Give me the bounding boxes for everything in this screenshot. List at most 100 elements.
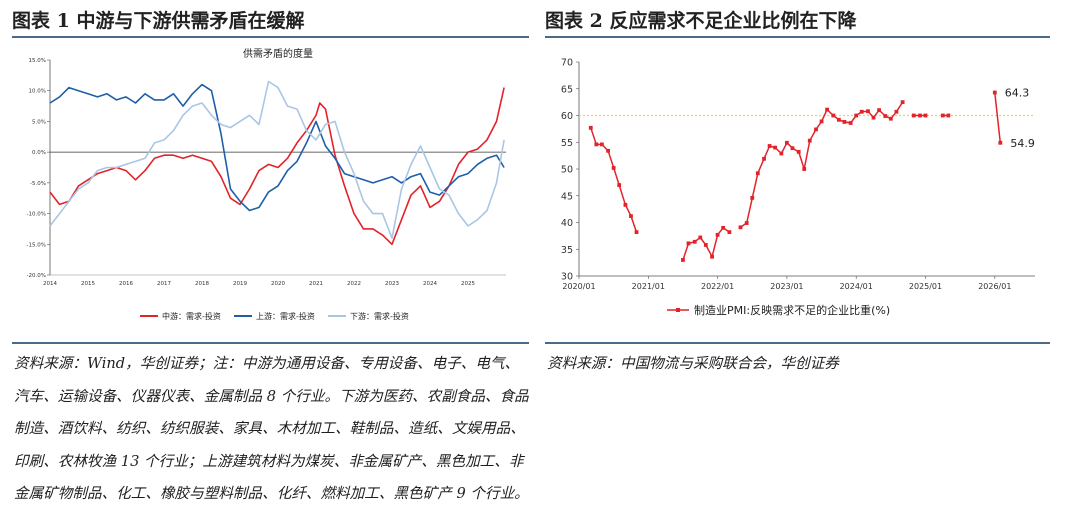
chart-2-point — [762, 156, 766, 161]
chart-2-data-label: 54.9 — [1010, 137, 1035, 150]
chart-1-y-tick-label: 0.0% — [32, 150, 46, 156]
chart-2-point — [773, 145, 778, 150]
chart-1-y-tick-label: -5.0% — [30, 181, 46, 187]
figure-2-title: 图表 2 反应需求不足企业比例在下降 — [545, 10, 857, 32]
chart-2-point — [617, 183, 622, 187]
chart-2-y-tick-label: 65 — [561, 84, 573, 95]
chart-1-legend-label: 中游：需求-投资 — [162, 311, 221, 321]
chart-2-point — [779, 151, 784, 156]
chart-2-y-tick-label: 55 — [561, 138, 573, 149]
figure-2-top-rule — [545, 36, 1050, 38]
chart-2-point — [681, 258, 685, 262]
chart-2-legend-marker — [676, 308, 680, 312]
chart-1-y-tick-label: -10.0% — [27, 212, 46, 218]
chart-2-point — [888, 116, 893, 121]
chart-2-x-tick-label: 2026/01 — [978, 282, 1011, 291]
chart-2-point — [594, 142, 599, 147]
chart-1-title: 供需矛盾的度量 — [243, 47, 313, 60]
chart-2-point — [877, 108, 881, 113]
chart-1-x-tick-label: 2017 — [157, 281, 171, 287]
chart-2-point — [802, 167, 807, 171]
chart-2-point — [911, 113, 916, 118]
chart-2-point — [767, 144, 772, 148]
chart-1-x-tick-label: 2018 — [195, 281, 209, 287]
chart-1-y-tick-label: 15.0% — [29, 58, 46, 64]
chart-2-point — [692, 239, 697, 244]
chart-1-x-tick-label: 2024 — [423, 281, 437, 287]
chart-1-supply-demand: 供需矛盾的度量 15.0% 10.0% 5.0% 0.0% -5.0% -10.0% -15.… — [27, 47, 506, 321]
chart-2-point — [588, 125, 593, 130]
figure-2-source-rule — [545, 342, 1050, 344]
chart-2-point — [814, 127, 818, 132]
chart-2-point — [738, 225, 743, 230]
chart-2-x-tick-label: 2024/01 — [840, 282, 873, 291]
chart-1-x-tick-label: 2015 — [81, 281, 95, 287]
figure-2-source-note: 资料来源：中国物流与采购联合会，华创证券 — [547, 355, 839, 372]
chart-2-y-tick-label: 70 — [561, 58, 573, 69]
chart-2-point — [750, 195, 755, 200]
chart-2-point — [611, 166, 616, 170]
chart-2-data-label: 64.3 — [1005, 86, 1029, 99]
chart-1-line-series-1 — [49, 83, 505, 212]
chart-2-point — [836, 117, 841, 122]
chart-2-point — [883, 114, 888, 118]
chart-1-legend-label: 上游：需求-投资 — [256, 311, 315, 321]
chart-1-x-tick-label: 2014 — [43, 281, 57, 287]
chart-2-point — [923, 113, 928, 118]
chart-2-x-tick-label: 2021/01 — [632, 282, 665, 291]
chart-1-line-series-0 — [49, 87, 505, 246]
chart-2-y-tick-label: 50 — [561, 165, 573, 176]
chart-2-point — [831, 113, 836, 118]
chart-1-legend-label: 下游：需求-投资 — [350, 311, 409, 321]
chart-2-point — [744, 221, 749, 225]
chart-1-x-tick-label: 2016 — [119, 281, 133, 287]
chart-2-point — [623, 202, 628, 207]
chart-2-point — [727, 230, 732, 235]
chart-2-point — [940, 113, 945, 118]
chart-2-point — [721, 225, 726, 230]
chart-2-legend-label: 制造业PMI:反映需求不足的企业比重(%) — [694, 303, 890, 317]
chart-2-point — [599, 142, 604, 147]
chart-2-point — [871, 115, 876, 120]
chart-2-point — [859, 109, 864, 114]
chart-2-point — [842, 120, 847, 124]
chart-2-y-tick-label: 45 — [561, 191, 573, 202]
chart-2-point — [900, 100, 905, 105]
chart-2-y-tick-label: 35 — [561, 245, 573, 256]
chart-2-point — [894, 109, 899, 114]
chart-1-x-tick-label: 2021 — [309, 281, 323, 287]
chart-1-x-tick-label: 2019 — [233, 281, 247, 287]
chart-2-insufficient-demand: 30 35 40 45 50 55 60 65 70 2020/01 2021/01 2022/01 2… — [561, 58, 1035, 317]
chart-2-point — [946, 113, 951, 118]
figure-1-panel: 图表 1 中游与下游供需矛盾在缓解 供需矛盾的度量 15.0% 10.0% 5.0% 0… — [12, 0, 529, 528]
figure-1-top-rule — [12, 36, 529, 38]
chart-2-point — [819, 119, 824, 124]
chart-2-point — [703, 243, 708, 247]
chart-2-x-tick-label: 2022/01 — [701, 282, 734, 291]
chart-2-point — [785, 140, 789, 145]
chart-2-point — [848, 121, 853, 125]
figure-1-title: 图表 1 中游与下游供需矛盾在缓解 — [12, 10, 305, 32]
chart-2-x-tick-label: 2023/01 — [770, 282, 803, 291]
chart-2-x-tick-label: 2020/01 — [562, 282, 595, 291]
chart-2-point — [686, 241, 691, 246]
chart-2-y-tick-label: 40 — [561, 218, 573, 229]
chart-2-point — [715, 232, 720, 237]
chart-2-x-tick-label: 2025/01 — [909, 282, 942, 291]
chart-1-x-tick-label: 2022 — [347, 281, 361, 287]
chart-2-point — [629, 214, 633, 218]
chart-2-line — [590, 92, 1002, 261]
chart-1-y-tick-label: -20.0% — [27, 273, 46, 279]
chart-2-point — [634, 230, 639, 235]
chart-1-x-tick-label: 2025 — [461, 281, 475, 287]
chart-2-point — [866, 109, 870, 114]
chart-2-point — [998, 140, 1003, 145]
chart-1-y-tick-label: -15.0% — [27, 242, 46, 248]
figure-1-source-rule — [12, 342, 529, 344]
chart-1-y-tick-label: 10.0% — [29, 89, 46, 95]
chart-2-point — [790, 146, 795, 151]
chart-2-point — [796, 149, 801, 154]
chart-2-point — [992, 90, 997, 95]
figure-1-source-note: 资料来源：Wind，华创证券；注：中游为通用设备、专用设备、电子、电气、汽车、运… — [14, 355, 529, 502]
chart-1-x-tick-label: 2020 — [271, 281, 285, 287]
